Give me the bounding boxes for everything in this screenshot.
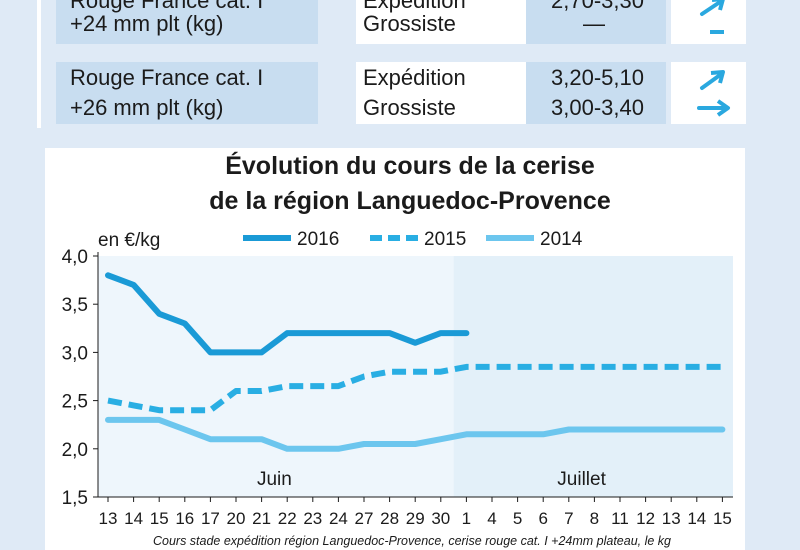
x-tick-label: 23 <box>303 509 322 528</box>
legend-label-2014: 2014 <box>540 229 583 250</box>
x-tick-label: 21 <box>252 509 271 528</box>
x-tick-label: 5 <box>513 509 522 528</box>
x-tick-label: 7 <box>564 509 573 528</box>
x-tick-label: 4 <box>487 509 496 528</box>
x-tick-label: 15 <box>150 509 169 528</box>
product-cell <box>56 0 318 44</box>
price-table: Rouge France cat. I +24 mm plt (kg) Expé… <box>0 0 800 128</box>
june-background <box>98 256 454 497</box>
y-tick-label: 2,5 <box>62 392 88 413</box>
price-cell <box>526 0 666 44</box>
product-line-2: +26 mm plt (kg) <box>70 95 224 120</box>
y-tick-label: 1,5 <box>62 488 88 509</box>
x-tick-label: 20 <box>227 509 246 528</box>
x-tick-label: 24 <box>329 509 348 528</box>
x-tick-label: 13 <box>99 509 118 528</box>
y-tick-label: 3,5 <box>62 295 88 316</box>
market-line-2: Grossiste <box>363 11 456 36</box>
x-tick-label: 16 <box>175 509 194 528</box>
trend-up-icon <box>700 70 725 90</box>
product-line-2: +24 mm plt (kg) <box>70 11 224 36</box>
price-line-1: 2,70-3,30 <box>551 0 644 13</box>
price-cell <box>526 62 666 124</box>
x-tick-label: 28 <box>380 509 399 528</box>
x-tick-label: 11 <box>611 509 629 528</box>
x-tick-label: 27 <box>355 509 374 528</box>
market-line-1: Expédition <box>363 65 466 90</box>
x-tick-label: 29 <box>406 509 425 528</box>
x-tick-label: 8 <box>590 509 599 528</box>
x-tick-label: 30 <box>431 509 450 528</box>
x-tick-label: 17 <box>201 509 220 528</box>
legend-label-2016: 2016 <box>297 229 339 250</box>
trend-up-icon <box>700 0 725 16</box>
price-line-2: 3,00-3,40 <box>551 95 644 120</box>
market-line-1: Expédition <box>363 0 466 13</box>
table-border <box>37 0 41 128</box>
product-line-1: Rouge France cat. I <box>70 0 264 13</box>
month-label: Juin <box>257 469 292 490</box>
market-line-2: Grossiste <box>363 95 456 120</box>
x-tick-label: 14 <box>687 509 706 528</box>
trend-right-arrow-icon <box>697 99 730 117</box>
price-line-1: 3,20-5,10 <box>551 65 644 90</box>
y-tick-label: 3,0 <box>62 343 88 364</box>
series-line-2016 <box>105 272 470 356</box>
month-label: Juillet <box>557 469 606 490</box>
legend: 2016 2015 2014 <box>243 229 583 250</box>
price-line-2: — <box>583 11 605 36</box>
chart-title-line-1: Évolution du cours de la cerise <box>225 151 595 180</box>
trend-stable-icon <box>710 30 724 34</box>
table-row: Rouge France cat. I +24 mm plt (kg) Expé… <box>56 0 746 44</box>
y-tick-label: 2,0 <box>62 440 88 461</box>
series-line-2014 <box>105 416 726 452</box>
y-axis-label: en €/kg <box>98 230 160 251</box>
y-tick-label: 4,0 <box>62 247 88 268</box>
plot-area: 1,52,02,53,03,54,013 14 15 16 17 20 21 22 23 24 27… <box>62 247 733 528</box>
trend-cell <box>671 62 746 124</box>
july-background <box>453 256 733 497</box>
x-tick-label: 14 <box>124 509 143 528</box>
legend-label-2015: 2015 <box>424 229 466 250</box>
table-row: Rouge France cat. I +26 mm plt (kg) Expé… <box>56 62 746 124</box>
x-tick-label: 6 <box>538 509 547 528</box>
product-cell <box>56 62 318 124</box>
chart-caption: Cours stade expédition région Languedoc-… <box>153 534 671 548</box>
x-tick-label: 22 <box>278 509 297 528</box>
x-tick-label: 13 <box>662 509 681 528</box>
x-tick-label: 15 <box>713 509 732 528</box>
product-line-1: Rouge France cat. I <box>70 65 264 90</box>
series-line-2015 <box>107 363 723 414</box>
x-tick-label: 12 <box>636 509 655 528</box>
x-tick-label: 1 <box>462 509 471 528</box>
chart-title-line-2: de la région Languedoc-Provence <box>209 187 611 215</box>
